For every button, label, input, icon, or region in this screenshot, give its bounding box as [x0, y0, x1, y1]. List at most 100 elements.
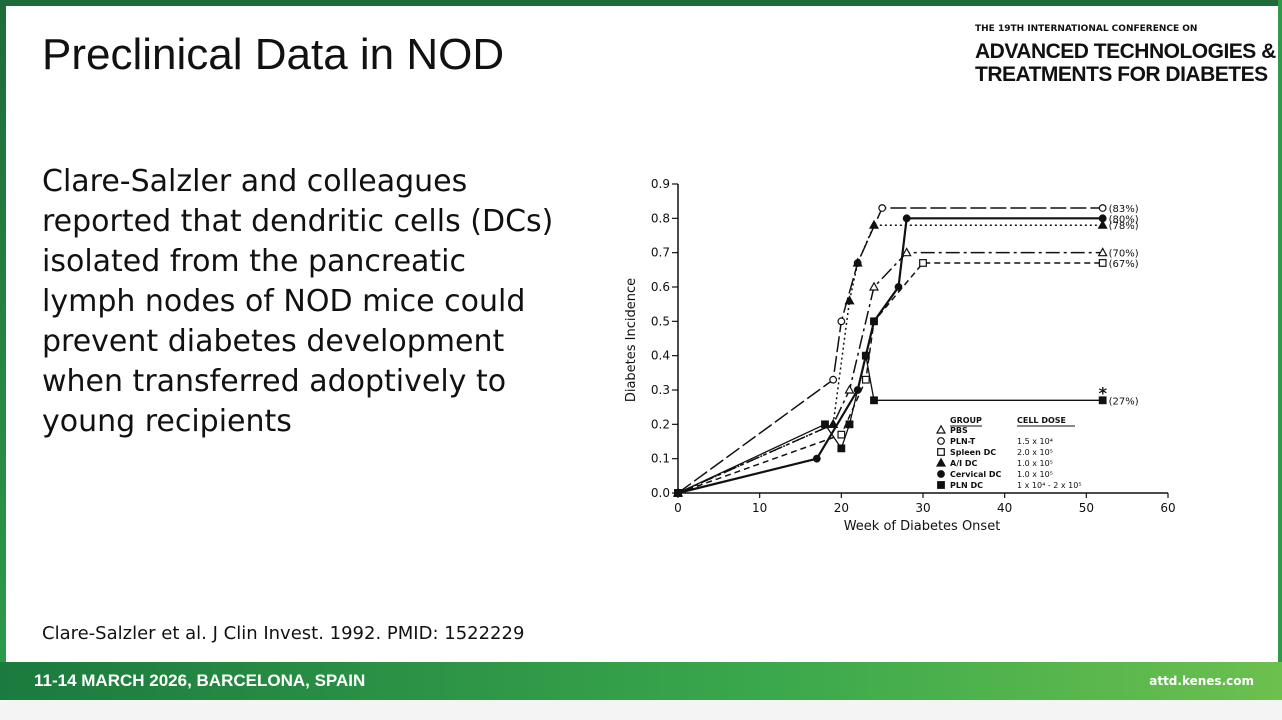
marker: [935, 424, 947, 434]
legend-label: PLN-T: [950, 437, 976, 446]
marker: [861, 351, 870, 360]
marker: [837, 317, 846, 326]
marker: [870, 317, 878, 326]
marker: [828, 418, 839, 428]
bottom-strip: [0, 700, 1282, 720]
marker: [845, 420, 854, 429]
end-label: (83%): [1109, 204, 1139, 215]
x-tick-label: 40: [997, 501, 1012, 515]
marker: [812, 454, 821, 463]
body-line: Clare-Salzler and colleagues: [42, 164, 468, 199]
marker: [868, 281, 880, 291]
conference-line: THE 19TH INTERNATIONAL CONFERENCE ON: [975, 24, 1198, 34]
series-line: [677, 207, 1103, 494]
y-tick-label: 0.7: [651, 246, 670, 260]
x-tick-label: 20: [834, 501, 849, 515]
legend-dose-title: CELL DOSE: [1017, 416, 1066, 425]
marker: [837, 430, 846, 439]
legend-label: PBS: [950, 426, 968, 435]
top-bar: [0, 0, 1282, 6]
marker: [852, 257, 863, 267]
end-label: (80%): [1109, 214, 1139, 225]
y-tick-label: 0.2: [651, 417, 670, 431]
url-text: attd.kenes.com: [1149, 674, 1254, 688]
x-tick-label: 30: [915, 501, 930, 515]
event-text: 11-14 MARCH 2026, BARCELONA, SPAIN: [34, 671, 366, 690]
marker: [1097, 247, 1108, 257]
y-tick-label: 0.1: [651, 452, 670, 466]
legend-dose: 1 x 10⁴ - 2 x 10⁵: [1017, 481, 1082, 490]
marker: [894, 283, 903, 291]
series-line: [677, 224, 1103, 494]
marker: [937, 437, 945, 445]
y-tick-label: 0.3: [651, 383, 670, 397]
conference-name: ADVANCED TECHNOLOGIES &: [975, 40, 1276, 63]
series-line: [677, 251, 1103, 494]
series-line: [677, 262, 1103, 494]
marker: [829, 375, 838, 384]
end-label: (27%): [1109, 396, 1139, 407]
marker: [937, 470, 945, 478]
slide-title: Preclinical Data in NOD: [42, 30, 505, 79]
marker: [844, 295, 855, 305]
x-tick-label: 60: [1160, 501, 1175, 515]
marker: [870, 396, 878, 405]
legend-dose: 2.0 x 10⁵: [1017, 448, 1053, 457]
y-tick-label: 0.6: [651, 280, 670, 294]
marker: [902, 214, 911, 223]
body-line: lymph nodes of NOD mice could: [42, 284, 526, 319]
legend-label: PLN DC: [950, 481, 983, 490]
left-bar: [0, 0, 6, 662]
body-line: when transferred adoptively to: [42, 364, 507, 399]
marker: [821, 420, 829, 429]
marker: [1098, 396, 1107, 405]
x-tick-label: 10: [752, 501, 767, 515]
conference-name: TREATMENTS FOR DIABETES: [975, 63, 1268, 86]
citation: Clare-Salzler et al. J Clin Invest. 1992…: [42, 623, 525, 644]
marker: [868, 219, 880, 229]
marker: [861, 375, 870, 384]
marker: [878, 204, 887, 212]
right-bar: [1278, 0, 1282, 662]
annotation: *: [1099, 383, 1108, 402]
end-label: (78%): [1109, 221, 1139, 232]
body-line: young recipients: [42, 404, 292, 439]
y-axis-label: Diabetes Incidence: [624, 278, 639, 402]
legend-title: GROUP: [950, 416, 982, 425]
legend-label: Spleen DC: [950, 448, 996, 457]
legend-dose: 1.0 x 10⁵: [1017, 470, 1053, 479]
y-tick-label: 0.8: [651, 211, 670, 225]
marker: [674, 489, 682, 497]
y-tick-label: 0.5: [651, 314, 670, 328]
body-line: reported that dendritic cells (DCs): [42, 204, 554, 239]
marker: [919, 259, 927, 267]
legend-label: Cervical DC: [950, 470, 1002, 479]
marker: [937, 448, 945, 456]
marker: [901, 247, 912, 257]
marker: [1097, 219, 1108, 229]
x-tick-label: 50: [1079, 501, 1094, 515]
legend-dose: 1.5 x 10⁴: [1017, 437, 1053, 446]
x-tick-label: 0: [674, 501, 682, 515]
marker: [1098, 204, 1107, 212]
footer-band: 11-14 MARCH 2026, BARCELONA, SPAIN attd.…: [0, 662, 1282, 700]
marker: [844, 384, 855, 394]
y-tick-label: 0.4: [651, 349, 670, 363]
series-line: [677, 217, 1103, 495]
legend-label: A/I DC: [950, 459, 978, 468]
legend-dose: 1.0 x 10⁵: [1017, 459, 1053, 468]
marker: [1098, 214, 1107, 223]
x-axis-label: Week of Diabetes Onset: [844, 519, 1001, 534]
body-line: prevent diabetes development: [42, 324, 505, 359]
marker: [837, 444, 846, 453]
end-label: (67%): [1109, 259, 1139, 270]
end-label: (70%): [1109, 249, 1139, 260]
y-tick-label: 0.0: [651, 486, 670, 500]
marker: [1098, 259, 1107, 267]
body-line: isolated from the pancreatic: [42, 244, 466, 279]
y-tick-label: 0.9: [651, 177, 670, 191]
marker: [935, 457, 947, 467]
marker: [937, 481, 945, 489]
